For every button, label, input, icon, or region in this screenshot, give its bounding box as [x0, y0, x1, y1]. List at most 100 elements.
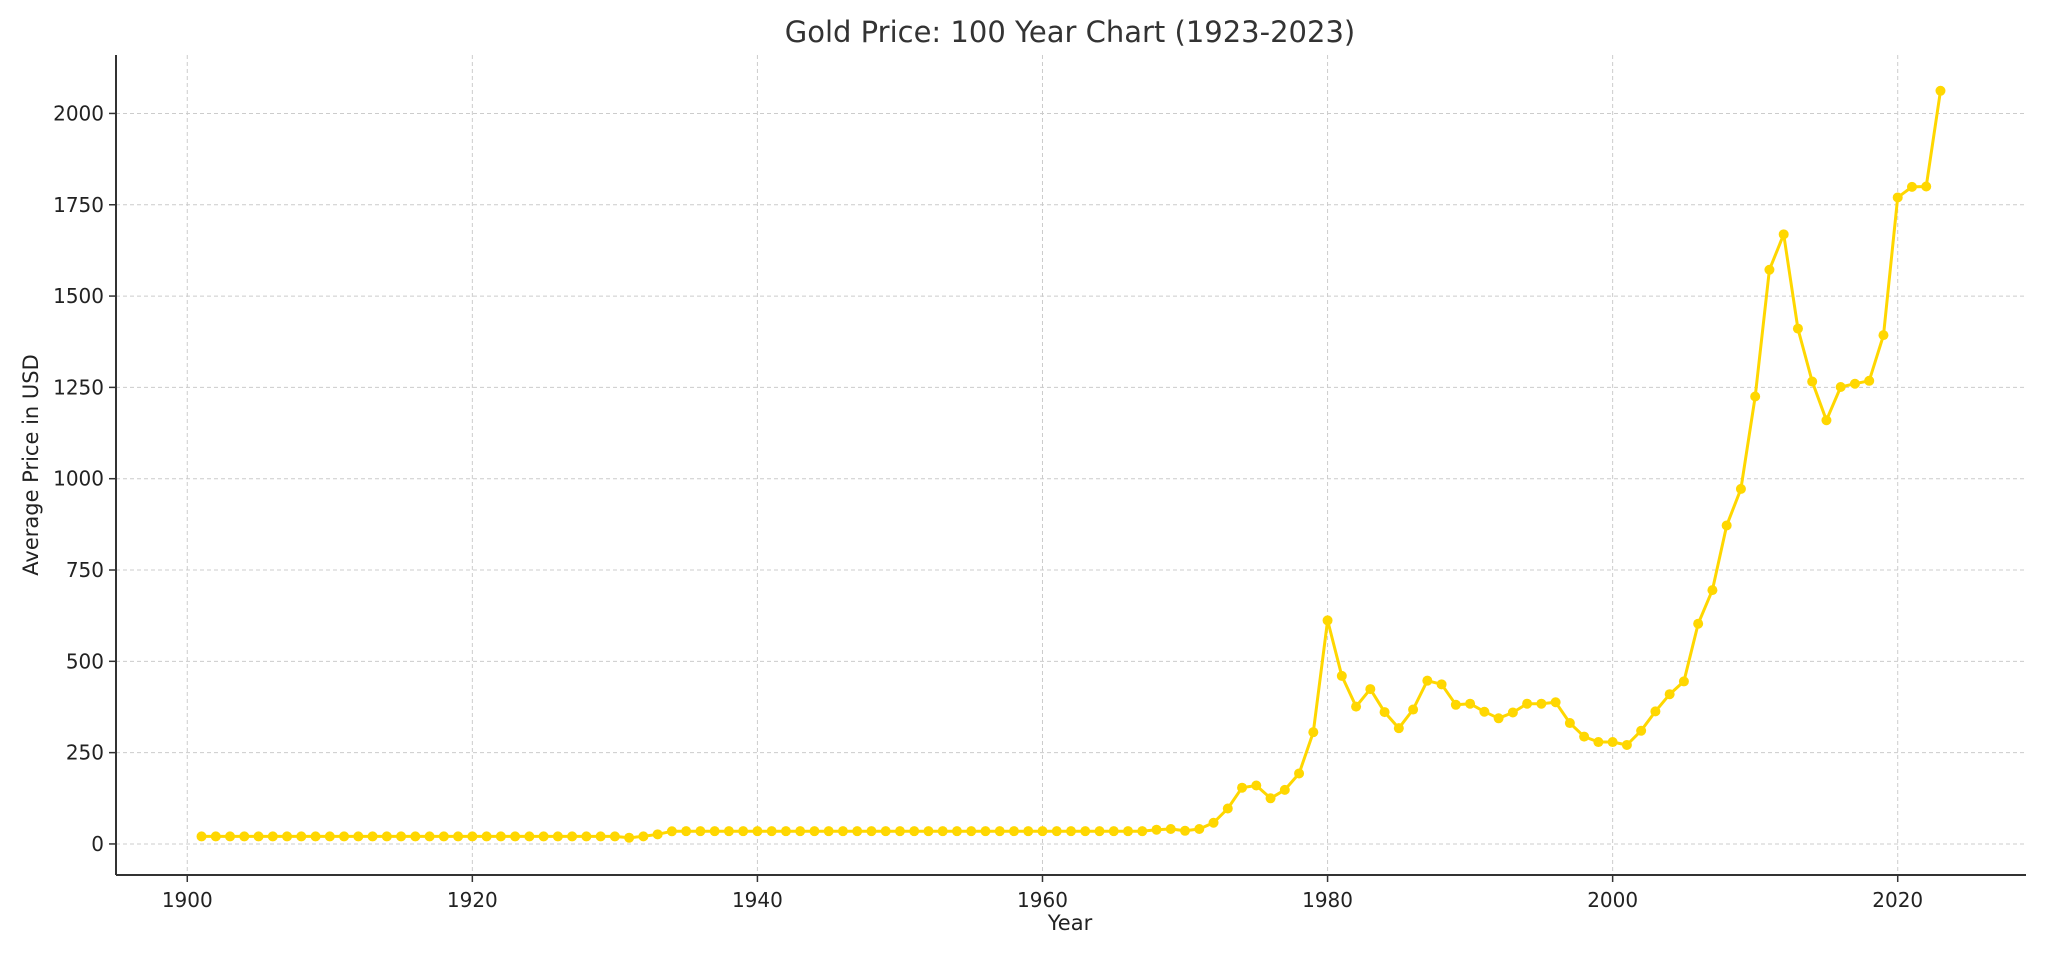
data-point	[524, 831, 535, 842]
data-point	[1593, 737, 1604, 748]
data-point	[1721, 520, 1732, 531]
data-point	[381, 831, 392, 842]
data-point	[1094, 826, 1105, 837]
data-point	[1621, 739, 1632, 750]
data-point	[1465, 698, 1476, 709]
y-axis-title: Average Price in USD	[19, 354, 43, 576]
data-point	[1764, 264, 1775, 275]
data-point	[310, 831, 321, 842]
data-point	[282, 831, 293, 842]
data-point	[780, 826, 791, 837]
data-point	[1108, 826, 1119, 837]
data-point	[1165, 823, 1176, 834]
data-point	[1507, 707, 1518, 718]
y-tick-label: 1000	[53, 467, 104, 491]
y-tick-label: 1750	[53, 193, 104, 217]
data-point	[1265, 793, 1276, 804]
data-point	[1251, 780, 1262, 791]
data-point	[1351, 701, 1362, 712]
gold-price-series-line	[201, 90, 1942, 840]
data-point	[1379, 707, 1390, 718]
data-point	[795, 826, 806, 837]
data-point	[624, 832, 635, 843]
data-point	[595, 831, 606, 842]
data-point	[1237, 782, 1248, 793]
data-point	[1479, 706, 1490, 717]
data-point	[1336, 670, 1347, 681]
data-point	[994, 826, 1005, 837]
data-point	[1123, 826, 1134, 837]
data-point	[1735, 483, 1746, 494]
chart-title: Gold Price: 100 Year Chart (1923-2023)	[785, 15, 1355, 49]
data-point	[1023, 826, 1034, 837]
data-point	[837, 826, 848, 837]
data-point	[538, 831, 549, 842]
data-point	[1308, 727, 1319, 738]
data-point	[296, 831, 307, 842]
data-point	[1906, 181, 1917, 192]
data-point	[1536, 698, 1547, 709]
x-axis-title: Year	[1047, 911, 1093, 935]
x-tick-label: 1980	[1302, 888, 1353, 912]
x-tick-label: 1900	[162, 888, 213, 912]
data-point	[1921, 181, 1932, 192]
data-point	[467, 831, 478, 842]
data-point	[1151, 824, 1162, 835]
data-point	[396, 831, 407, 842]
data-point	[353, 831, 364, 842]
data-point	[581, 831, 592, 842]
data-point	[1750, 391, 1761, 402]
data-point	[1037, 826, 1048, 837]
data-point	[1564, 718, 1575, 729]
data-point	[1365, 684, 1376, 695]
data-point	[1194, 823, 1205, 834]
data-point	[1892, 192, 1903, 203]
data-point	[937, 826, 948, 837]
data-point	[1650, 706, 1661, 717]
data-point	[1636, 725, 1647, 736]
data-point	[1864, 375, 1875, 386]
data-point	[951, 826, 962, 837]
data-point	[1792, 323, 1803, 334]
data-point	[1408, 704, 1419, 715]
data-point	[1393, 723, 1404, 734]
data-point	[1664, 689, 1675, 700]
data-point	[438, 831, 449, 842]
data-point	[1778, 229, 1789, 240]
data-point	[453, 831, 464, 842]
x-tick-label: 1960	[1017, 888, 1068, 912]
data-point	[609, 831, 620, 842]
data-point	[225, 831, 236, 842]
data-point	[1849, 378, 1860, 389]
data-point	[1422, 675, 1433, 686]
data-point	[752, 826, 763, 837]
data-point	[1436, 679, 1447, 690]
data-point	[923, 826, 934, 837]
data-point	[1222, 803, 1233, 814]
y-tick-label: 2000	[53, 101, 104, 125]
y-tick-label: 0	[91, 832, 104, 856]
y-tick-label: 1500	[53, 284, 104, 308]
data-point	[1208, 817, 1219, 828]
data-point	[666, 826, 677, 837]
data-point	[324, 831, 335, 842]
data-point	[1450, 699, 1461, 710]
data-point	[738, 826, 749, 837]
data-point	[1008, 826, 1019, 837]
y-tick-label: 1250	[53, 375, 104, 399]
data-point	[1935, 85, 1946, 96]
data-point	[267, 831, 278, 842]
data-point	[880, 826, 891, 837]
data-point	[1180, 825, 1191, 836]
series-layer	[196, 85, 1946, 843]
data-point	[1137, 826, 1148, 837]
data-point	[852, 826, 863, 837]
data-point	[652, 829, 663, 840]
axes-layer: 1900 1920 1940 1960 1980 2000 2020 0 250 500 750 10…	[53, 55, 2026, 912]
data-point	[894, 826, 905, 837]
data-point	[1579, 731, 1590, 742]
data-point	[1066, 826, 1076, 837]
data-point	[1607, 737, 1618, 748]
data-point	[410, 831, 421, 842]
